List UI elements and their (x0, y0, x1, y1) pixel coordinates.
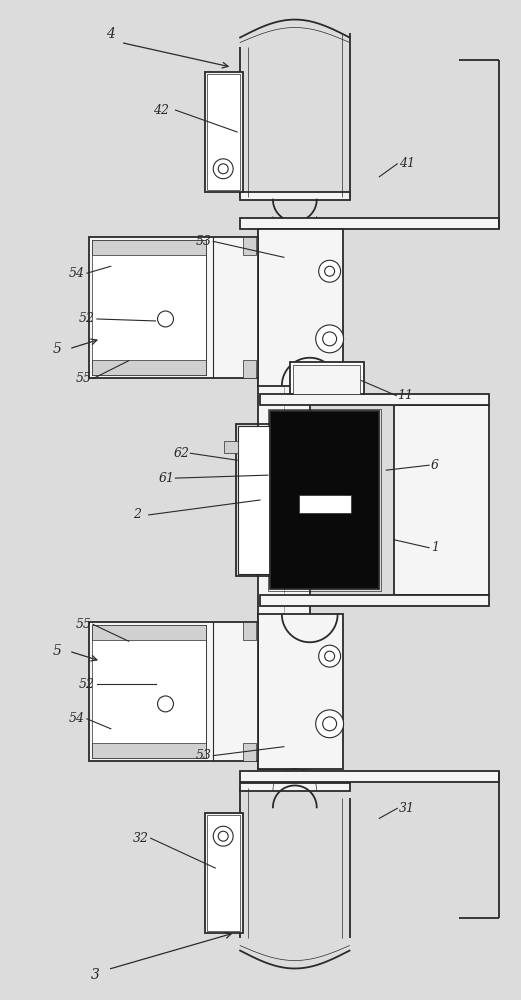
Text: 61: 61 (158, 472, 175, 485)
Text: 5: 5 (53, 342, 62, 356)
Bar (240, 218, 499, 229)
Text: 4: 4 (106, 27, 115, 41)
Bar (243, 743, 256, 761)
Text: 41: 41 (399, 157, 415, 170)
Bar (243, 237, 256, 255)
Bar (299, 495, 351, 513)
Text: 42: 42 (153, 104, 169, 117)
Text: 11: 11 (398, 389, 413, 402)
Bar (92, 240, 206, 375)
Text: 55: 55 (76, 372, 92, 385)
Circle shape (322, 332, 337, 346)
Bar (260, 394, 489, 405)
Bar (205, 72, 243, 192)
Circle shape (218, 164, 228, 174)
Circle shape (325, 651, 334, 661)
Text: 3: 3 (91, 968, 100, 982)
Circle shape (322, 717, 337, 731)
Text: 53: 53 (195, 235, 212, 248)
Circle shape (157, 311, 173, 327)
Bar (293, 365, 361, 394)
Bar (92, 743, 206, 758)
Bar (268, 409, 381, 591)
Bar (258, 614, 343, 769)
Circle shape (325, 266, 334, 276)
Bar (243, 360, 256, 378)
Text: 32: 32 (133, 832, 148, 845)
Text: 6: 6 (431, 459, 439, 472)
Text: 1: 1 (431, 541, 439, 554)
Bar (92, 360, 206, 375)
Bar (258, 226, 310, 769)
Bar (92, 625, 206, 640)
Bar (260, 595, 489, 606)
Bar (290, 362, 365, 394)
Bar (92, 240, 206, 255)
Bar (258, 229, 343, 386)
Bar (89, 622, 258, 761)
Circle shape (316, 325, 343, 353)
Circle shape (319, 260, 341, 282)
Bar (92, 625, 206, 758)
Bar (207, 74, 240, 190)
Bar (207, 815, 240, 931)
Circle shape (316, 710, 343, 738)
Bar (238, 426, 270, 574)
Circle shape (157, 696, 173, 712)
Text: 55: 55 (76, 618, 92, 631)
Text: 53: 53 (195, 749, 212, 762)
Circle shape (218, 831, 228, 841)
Circle shape (213, 159, 233, 179)
Bar (240, 783, 350, 791)
Circle shape (319, 645, 341, 667)
Bar (205, 813, 243, 933)
Bar (243, 622, 256, 640)
Text: 52: 52 (79, 312, 95, 325)
Bar (240, 192, 350, 200)
Text: 2: 2 (133, 508, 141, 521)
Text: 62: 62 (173, 447, 190, 460)
Text: 31: 31 (399, 802, 415, 815)
Bar (224, 441, 238, 453)
Bar (394, 405, 489, 595)
Text: 52: 52 (79, 678, 95, 691)
Text: 5: 5 (53, 644, 62, 658)
Text: 54: 54 (69, 712, 85, 725)
Bar (236, 424, 270, 576)
Text: 54: 54 (69, 267, 85, 280)
Bar (89, 237, 258, 378)
Bar (240, 771, 499, 782)
Bar (270, 411, 379, 589)
Circle shape (213, 826, 233, 846)
